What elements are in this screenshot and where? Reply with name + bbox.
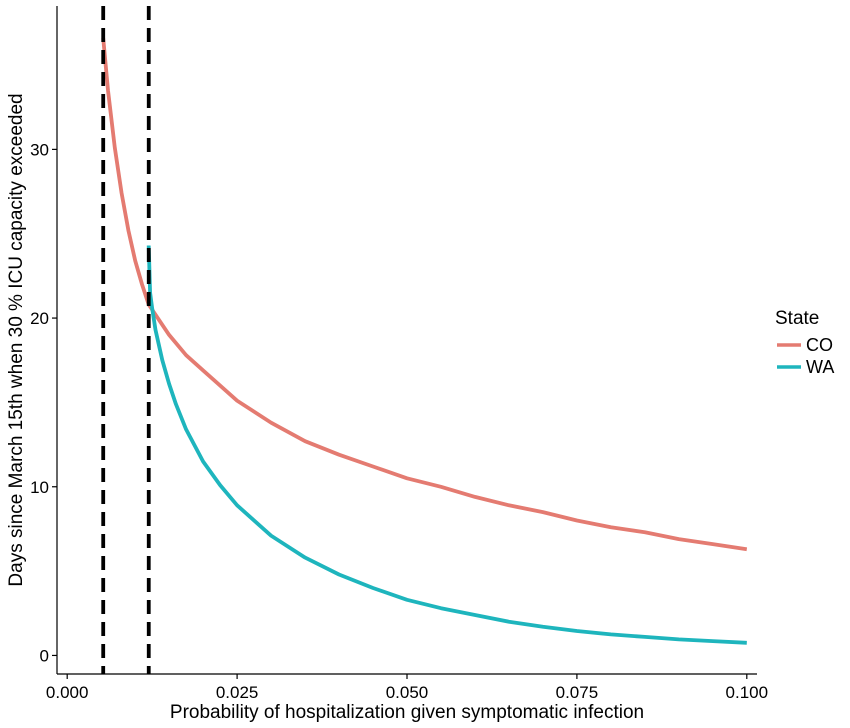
x-tick-label: 0.025 bbox=[216, 683, 259, 702]
x-tick-label: 0.075 bbox=[556, 683, 599, 702]
y-tick-label: 0 bbox=[40, 646, 49, 665]
legend-title: State bbox=[775, 308, 819, 329]
y-axis-title: Days since March 15th when 30 % ICU capa… bbox=[6, 93, 27, 586]
legend-label-wa: WA bbox=[806, 357, 834, 377]
series-line-wa bbox=[146, 245, 747, 645]
series-line-co bbox=[101, 37, 748, 552]
y-tick-label: 20 bbox=[30, 309, 49, 328]
legend-label-co: CO bbox=[806, 335, 833, 355]
x-tick-label: 0.100 bbox=[726, 683, 769, 702]
legend: State CO WA bbox=[775, 308, 834, 377]
x-axis-title: Probability of hospitalization given sym… bbox=[170, 702, 644, 723]
x-tick-label: 0.050 bbox=[386, 683, 429, 702]
plot-area: 0.000 0.025 0.050 0.075 0.100 0 10 20 30 bbox=[30, 6, 768, 702]
y-tick-label: 10 bbox=[30, 478, 49, 497]
x-tick-label: 0.000 bbox=[46, 683, 89, 702]
y-tick-label: 30 bbox=[30, 140, 49, 159]
